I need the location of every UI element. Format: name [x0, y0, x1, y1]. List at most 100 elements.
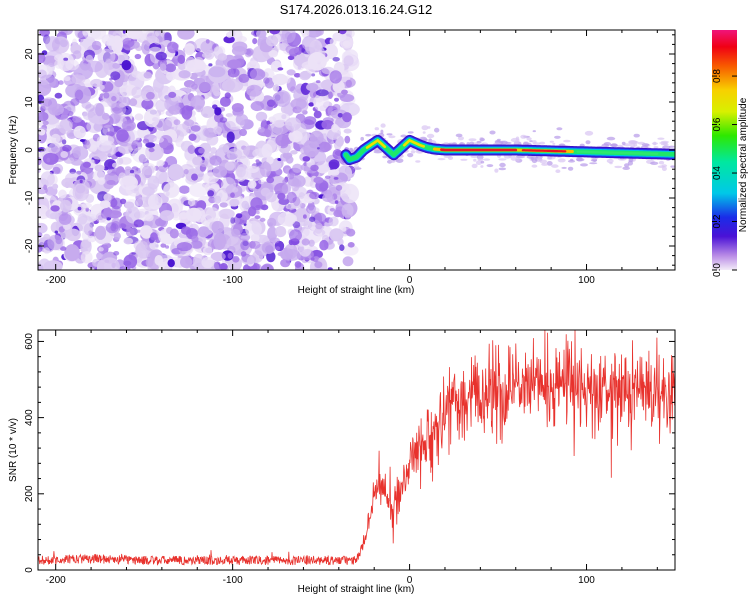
noise-blob	[266, 120, 271, 125]
noise-blob	[106, 210, 122, 219]
noise-blob	[99, 257, 120, 270]
noise-blob	[214, 107, 222, 116]
noise-blob	[315, 89, 329, 97]
noise-blob	[331, 123, 339, 133]
noise-blob	[287, 172, 295, 180]
noise-blob	[38, 168, 41, 173]
ridge-halo	[447, 156, 454, 160]
noise-blob	[178, 185, 190, 194]
ridge-halo	[627, 160, 634, 166]
noise-blob	[314, 261, 323, 269]
noise-blob	[185, 207, 202, 222]
noise-blob	[280, 105, 287, 114]
noise-blob	[60, 199, 72, 213]
ridge-halo	[561, 166, 567, 169]
ridge-halo	[633, 143, 638, 147]
ridge-halo	[434, 127, 440, 133]
noise-blob	[334, 97, 339, 102]
ridge-halo	[532, 142, 541, 146]
ridge-halo	[563, 139, 571, 143]
y-tick-label: 20	[24, 48, 35, 60]
noise-blob	[344, 135, 351, 144]
noise-blob	[240, 240, 250, 251]
noise-blob	[154, 254, 164, 266]
noise-blob	[155, 99, 167, 112]
noise-blob	[184, 60, 195, 72]
noise-blob	[317, 147, 320, 150]
noise-blob	[227, 252, 233, 259]
noise-blob	[247, 180, 257, 189]
noise-blob	[190, 240, 203, 249]
noise-blob	[98, 247, 104, 252]
noise-blob	[141, 40, 151, 55]
noise-blob	[259, 217, 266, 222]
spectrogram-x-ticks: -200 -100 0 100	[46, 30, 658, 286]
ridge-halo	[589, 162, 598, 165]
noise-blob	[177, 30, 195, 40]
ridge-halo	[549, 140, 554, 143]
noise-blob	[187, 145, 196, 154]
noise-blob	[48, 103, 64, 116]
noise-blob	[334, 200, 339, 205]
noise-blob	[232, 41, 248, 52]
noise-blob	[267, 226, 278, 241]
noise-blob	[260, 204, 269, 211]
noise-blob	[329, 38, 337, 46]
noise-blob	[301, 61, 319, 70]
noise-blob	[246, 165, 259, 173]
ridge-halo	[455, 133, 463, 138]
ridge-halo	[584, 130, 594, 136]
noise-blob	[85, 54, 94, 63]
ridge-halo	[567, 159, 576, 163]
noise-blob	[94, 225, 107, 240]
noise-blob	[308, 102, 315, 107]
ridge-halo	[390, 159, 396, 163]
noise-blob	[146, 91, 155, 100]
noise-blob	[42, 120, 49, 126]
colorbar-tick-label: 0.4	[712, 166, 723, 180]
noise-blob	[258, 179, 265, 185]
noise-blob	[341, 226, 347, 232]
ridge-halo	[395, 158, 404, 164]
noise-blob	[51, 133, 61, 144]
noise-blob	[327, 128, 341, 139]
noise-blob	[208, 66, 226, 78]
noise-blob	[219, 117, 228, 123]
ridge-halo	[658, 160, 665, 165]
noise-blob	[167, 259, 175, 268]
ridge-halo	[475, 160, 482, 165]
spectrogram-x-label: Height of straight line (km)	[298, 285, 415, 296]
noise-blob	[73, 150, 81, 159]
noise-blob	[202, 246, 213, 256]
noise-blob	[224, 92, 231, 99]
noise-blob	[322, 117, 334, 124]
snr-frame	[37, 329, 676, 571]
noise-blob	[62, 144, 72, 152]
ridge-halo	[410, 150, 416, 154]
noise-blob	[188, 183, 208, 198]
noise-blob	[38, 157, 42, 166]
noise-blob	[168, 91, 177, 98]
colorbar-tick-label: 0.8	[712, 69, 723, 83]
ridge-halo	[480, 165, 484, 168]
noise-blob	[342, 112, 352, 123]
noise-blob	[54, 92, 63, 99]
noise-blob	[133, 240, 148, 251]
noise-blob	[313, 110, 322, 119]
noise-blob	[113, 251, 120, 256]
ridge-halo	[653, 146, 659, 149]
noise-blob	[330, 169, 340, 176]
colorbar-label: Normalized spectral amplitude	[738, 97, 749, 232]
ridge-halo	[373, 150, 383, 154]
noise-blob	[343, 55, 354, 66]
noise-blob	[71, 74, 86, 84]
ridge-halo	[349, 148, 354, 153]
noise-blob	[287, 55, 295, 61]
noise-blob	[343, 128, 352, 134]
noise-blob	[183, 168, 189, 175]
noise-blob	[121, 120, 136, 132]
ridge-halo	[552, 142, 556, 145]
ridge-halo	[526, 137, 532, 141]
noise-blob	[80, 251, 93, 264]
